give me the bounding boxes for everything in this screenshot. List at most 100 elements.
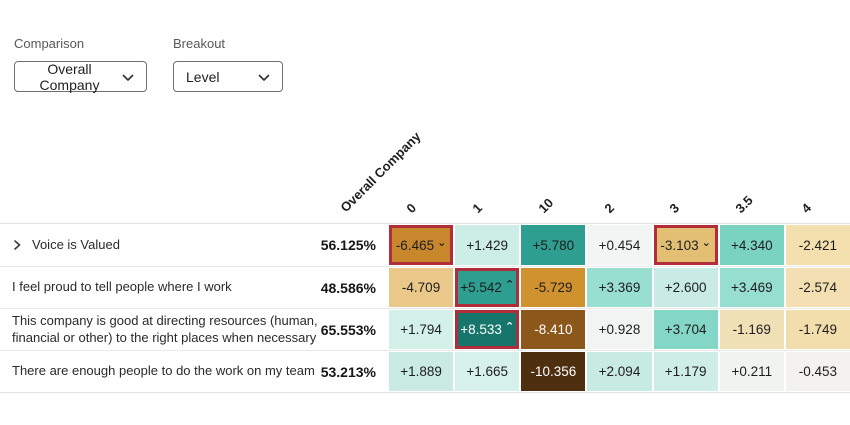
cell-value: +5.542 xyxy=(460,280,502,295)
cell-value: +1.889 xyxy=(400,364,442,379)
cell-value: +2.600 xyxy=(664,280,707,295)
cell-value: -10.356 xyxy=(530,364,577,379)
heatmap-cell[interactable]: +0.454 xyxy=(587,225,652,265)
heatmap-row: There are enough people to do the work o… xyxy=(0,350,850,392)
column-header: 0 xyxy=(403,200,420,216)
cell-value: -5.729 xyxy=(534,280,573,295)
heatmap-cell[interactable]: -0.453 xyxy=(785,352,850,391)
cell-value: -8.410 xyxy=(534,322,573,337)
cell-value: -2.421 xyxy=(798,237,838,253)
cell-value: -1.749 xyxy=(798,322,838,337)
row-score: 56.125% xyxy=(320,237,376,253)
cell-value: +1.665 xyxy=(466,364,509,379)
row-label: Voice is Valued xyxy=(32,236,120,252)
heatmap-cell[interactable]: +0.928 xyxy=(587,310,652,349)
row-cells: -6.465 ⌄ +1.429 +5.780 +0.454 -3.103 ⌄ +4.340 -2… xyxy=(389,224,850,266)
row-cells: +1.889 +1.665 -10.356 +2.094 +1.179 +0.211 -0.… xyxy=(389,351,850,392)
cell-value: -6.465 xyxy=(395,237,435,253)
cell-value: +0.211 xyxy=(731,364,773,379)
heatmap-cell[interactable]: +1.794 xyxy=(389,310,454,349)
cell-value: +0.454 xyxy=(598,237,641,253)
cell-value: +8.533 xyxy=(460,322,502,337)
heatmap-table: Overall Company 0 1 10 2 3 3.5 4 Voice is Valu… xyxy=(0,128,850,393)
heatmap-cell[interactable]: +3.704 xyxy=(653,310,718,349)
column-headers: 0 1 10 2 3 3.5 4 xyxy=(389,128,850,223)
heatmap-cell[interactable]: +1.429 xyxy=(455,225,520,265)
cell-value: -2.574 xyxy=(798,280,838,295)
heatmap-cell[interactable]: +2.600 xyxy=(653,268,718,307)
heatmap-cell[interactable]: +3.469 xyxy=(719,268,784,307)
column-header: 1 xyxy=(469,200,485,216)
breakout-label: Breakout xyxy=(173,36,226,51)
heatmap-cell[interactable]: +2.094 xyxy=(587,352,652,391)
heatmap-header: Overall Company 0 1 10 2 3 3.5 4 xyxy=(0,128,850,223)
comparison-label: Comparison xyxy=(14,36,85,51)
column-header: 10 xyxy=(535,195,556,216)
cell-value: +0.928 xyxy=(598,322,641,337)
chevron-down-icon xyxy=(122,69,134,85)
row-label-cell: There are enough people to do the work o… xyxy=(0,351,330,392)
heatmap-cell[interactable]: +3.369 xyxy=(587,268,652,307)
column-header: 3.5 xyxy=(732,192,757,216)
comparison-control: Comparison Overall Company xyxy=(14,36,147,93)
cell-value: +2.094 xyxy=(598,364,641,379)
heatmap-cell[interactable]: -10.356 xyxy=(521,352,586,391)
comparison-dropdown-value: Overall Company xyxy=(39,60,100,93)
row-label: This company is good at directing resour… xyxy=(12,313,318,345)
cell-value: -3.103 xyxy=(660,237,699,253)
expand-row-button[interactable] xyxy=(12,235,32,255)
cell-value: +1.794 xyxy=(400,322,442,337)
significant-up-icon: ⌃ xyxy=(504,321,515,333)
filter-controls: Comparison Overall Company Breakout Leve… xyxy=(14,36,283,93)
heatmap-rows: Voice is Valued 56.125% -6.465 ⌄ +1.429 +5.… xyxy=(0,223,850,393)
cell-value: +5.780 xyxy=(532,237,575,253)
heatmap-cell[interactable]: -5.729 xyxy=(521,268,586,307)
significant-down-icon: ⌄ xyxy=(701,236,711,249)
row-cells: -4.709 +5.542 ⌃ -5.729 +3.369 +2.600 +3.469 -2.… xyxy=(389,267,850,308)
heatmap-row: Voice is Valued 56.125% -6.465 ⌄ +1.429 +5.… xyxy=(0,224,850,266)
cell-value: +1.179 xyxy=(664,364,707,379)
breakout-control: Breakout Level xyxy=(173,36,283,92)
heatmap-cell[interactable]: -4.709 xyxy=(389,268,454,307)
heatmap-cell[interactable]: -6.465 ⌄ xyxy=(389,225,454,265)
column-header: 2 xyxy=(600,200,617,216)
row-label-cell: I feel proud to tell people where I work xyxy=(0,267,330,308)
column-header: 4 xyxy=(798,200,815,216)
heatmap-cell[interactable]: +8.533 ⌃ xyxy=(455,310,520,349)
row-score: 65.553% xyxy=(320,321,376,338)
breakout-dropdown-value: Level xyxy=(186,68,220,85)
heatmap-cell[interactable]: +1.179 xyxy=(653,352,718,391)
row-label: I feel proud to tell people where I work xyxy=(12,279,232,295)
cell-value: -1.169 xyxy=(732,322,771,337)
heatmap-cell[interactable]: +4.340 xyxy=(719,225,784,265)
chevron-down-icon xyxy=(258,69,270,85)
heatmap-cell[interactable]: -1.169 xyxy=(719,310,784,349)
row-label-cell: Voice is Valued xyxy=(0,224,330,266)
significant-down-icon: ⌄ xyxy=(437,236,447,249)
cell-value: -4.709 xyxy=(401,280,441,295)
cell-value: +1.429 xyxy=(466,237,509,253)
cell-value: -0.453 xyxy=(798,364,838,379)
row-score: 48.586% xyxy=(320,279,376,296)
heatmap-cell[interactable]: -2.421 xyxy=(785,225,850,265)
column-header: 3 xyxy=(666,200,683,216)
heatmap-cell[interactable]: +1.889 xyxy=(389,352,454,391)
heatmap-cell[interactable]: +5.542 ⌃ xyxy=(455,268,520,307)
row-score: 53.213% xyxy=(320,363,376,380)
cell-value: +3.469 xyxy=(730,280,773,295)
breakout-dropdown[interactable]: Level xyxy=(173,61,283,92)
row-cells: +1.794 +8.533 ⌃ -8.410 +0.928 +3.704 -1.169 -1.… xyxy=(389,309,850,350)
heatmap-cell[interactable]: -8.410 xyxy=(521,310,586,349)
heatmap-cell[interactable]: +0.211 xyxy=(719,352,784,391)
heatmap-cell[interactable]: +5.780 xyxy=(521,225,586,265)
heatmap-row: I feel proud to tell people where I work… xyxy=(0,266,850,308)
heatmap-cell[interactable]: -3.103 ⌄ xyxy=(653,225,718,265)
comparison-dropdown[interactable]: Overall Company xyxy=(14,60,147,93)
heatmap-cell[interactable]: -1.749 xyxy=(785,310,850,349)
cell-value: +3.369 xyxy=(598,280,641,295)
heatmap-cell[interactable]: +1.665 xyxy=(455,352,520,391)
significant-up-icon: ⌃ xyxy=(504,279,515,291)
heatmap-cell[interactable]: -2.574 xyxy=(785,268,850,307)
cell-value: +4.340 xyxy=(730,237,773,253)
heatmap-row: This company is good at directing resour… xyxy=(0,308,850,350)
